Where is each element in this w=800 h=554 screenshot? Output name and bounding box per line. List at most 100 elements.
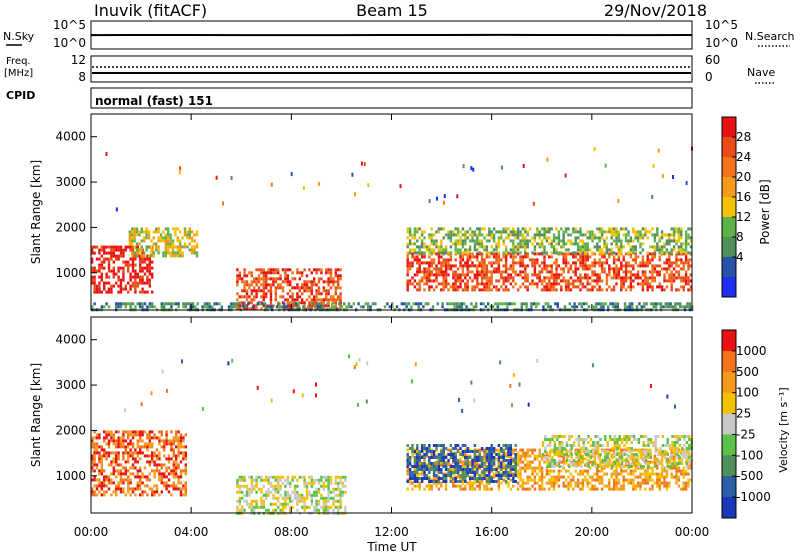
heatmap-cell bbox=[466, 279, 469, 283]
heatmap-cell bbox=[322, 298, 325, 302]
heatmap-cell bbox=[253, 277, 256, 281]
heatmap-cell bbox=[627, 276, 630, 280]
heatmap-cell bbox=[596, 466, 599, 470]
heatmap-cell bbox=[191, 239, 194, 243]
heatmap-cell bbox=[257, 277, 261, 281]
heatmap-cell bbox=[428, 233, 431, 237]
heatmap-cell bbox=[131, 233, 134, 237]
heatmap-cell bbox=[581, 267, 585, 271]
heatmap-cell bbox=[167, 460, 171, 464]
nave-tick-bottom: 0 bbox=[705, 70, 713, 84]
heatmap-cell bbox=[253, 298, 256, 302]
heatmap-cell bbox=[420, 251, 424, 255]
heatmap-cell bbox=[153, 472, 156, 476]
heatmap-cell bbox=[100, 493, 103, 497]
heatmap-cell bbox=[504, 288, 508, 292]
heatmap-cell bbox=[117, 305, 120, 309]
heatmap-cell bbox=[152, 236, 155, 240]
heatmap-cell bbox=[485, 447, 489, 450]
heatmap-cell bbox=[250, 307, 253, 311]
heatmap-cell bbox=[107, 430, 111, 434]
heatmap-cell bbox=[569, 478, 573, 482]
heatmap-cell bbox=[540, 487, 544, 491]
heatmap-cell bbox=[471, 279, 474, 283]
heatmap-cell bbox=[296, 508, 299, 512]
heatmap-cell bbox=[516, 487, 520, 491]
heatmap-cell bbox=[677, 276, 681, 280]
heatmap-cell bbox=[564, 264, 568, 268]
heatmap-cell bbox=[245, 283, 249, 287]
heatmap-cell bbox=[163, 302, 166, 306]
heatmap-cell bbox=[440, 463, 443, 467]
heatmap-cell bbox=[509, 459, 513, 462]
heatmap-cell bbox=[586, 484, 589, 488]
heatmap-cell bbox=[103, 454, 106, 458]
heatmap-cell bbox=[179, 436, 183, 440]
heatmap-cell bbox=[437, 270, 441, 274]
heatmap-cell bbox=[332, 301, 335, 305]
heatmap-cell bbox=[238, 487, 241, 491]
heatmap-cell bbox=[93, 460, 96, 464]
heatmap-cell bbox=[124, 287, 127, 291]
heatmap-cell bbox=[141, 266, 144, 270]
heatmap-cell bbox=[663, 276, 666, 280]
heatmap-cell bbox=[184, 451, 187, 455]
heatmap-cell bbox=[310, 484, 313, 488]
heatmap-cell bbox=[250, 298, 253, 302]
heatmap-cell bbox=[122, 454, 125, 458]
heatmap-cell bbox=[430, 227, 433, 231]
heatmap-cell bbox=[98, 290, 101, 294]
heatmap-cell bbox=[464, 468, 467, 471]
heatmap-cell bbox=[317, 286, 321, 290]
heatmap-cell bbox=[310, 286, 313, 290]
heatmap-cell bbox=[478, 448, 481, 452]
heatmap-cell bbox=[473, 487, 477, 491]
heatmap-cell bbox=[483, 227, 486, 231]
heatmap-cell bbox=[408, 267, 412, 271]
heatmap-cell bbox=[567, 252, 570, 256]
heatmap-cell bbox=[464, 230, 467, 234]
heatmap-cell bbox=[95, 245, 99, 249]
heatmap-cell bbox=[442, 288, 445, 292]
heatmap-cell bbox=[155, 469, 159, 473]
heatmap-cell bbox=[504, 444, 508, 447]
heatmap-cell bbox=[140, 230, 143, 234]
heatmap-cell bbox=[423, 468, 426, 471]
heatmap-cell bbox=[648, 285, 652, 289]
heatmap-cell bbox=[588, 230, 592, 234]
heatmap-cell bbox=[495, 245, 498, 249]
heatmap-cell bbox=[170, 469, 173, 473]
heatmap-cell bbox=[243, 307, 246, 311]
heatmap-cell bbox=[677, 469, 681, 473]
heatmap-cell bbox=[584, 264, 587, 268]
heatmap-cell bbox=[680, 258, 683, 262]
heatmap-cell bbox=[524, 239, 527, 243]
heatmap-cell bbox=[454, 444, 457, 447]
heatmap-cell bbox=[643, 302, 646, 306]
heatmap-cell bbox=[551, 438, 554, 441]
heatmap-cell bbox=[544, 450, 547, 453]
heatmap-cell bbox=[512, 242, 515, 246]
heatmap-cell bbox=[681, 305, 684, 309]
heatmap-cell bbox=[663, 478, 666, 482]
heatmap-cell bbox=[337, 298, 340, 302]
heatmap-cell bbox=[579, 239, 582, 243]
heatmap-cell bbox=[651, 484, 654, 488]
heatmap-cell bbox=[275, 305, 279, 309]
heatmap-cell bbox=[521, 454, 525, 458]
heatmap-cell bbox=[620, 227, 623, 231]
heatmap-cell bbox=[648, 230, 652, 234]
heatmap-cell bbox=[444, 258, 448, 262]
heatmap-cell bbox=[497, 474, 501, 477]
heatmap-cell bbox=[423, 273, 426, 277]
heatmap-cell bbox=[274, 487, 277, 491]
heatmap-cell bbox=[677, 239, 681, 243]
heatmap-cell bbox=[461, 453, 465, 456]
heatmap-cell bbox=[636, 230, 640, 234]
heatmap-cell bbox=[519, 270, 522, 274]
heatmap-cell bbox=[98, 436, 101, 440]
heatmap-cell bbox=[548, 270, 551, 274]
heatmap-cell bbox=[139, 484, 142, 488]
heatmap-cell bbox=[440, 288, 443, 292]
heatmap-cell bbox=[531, 460, 534, 464]
